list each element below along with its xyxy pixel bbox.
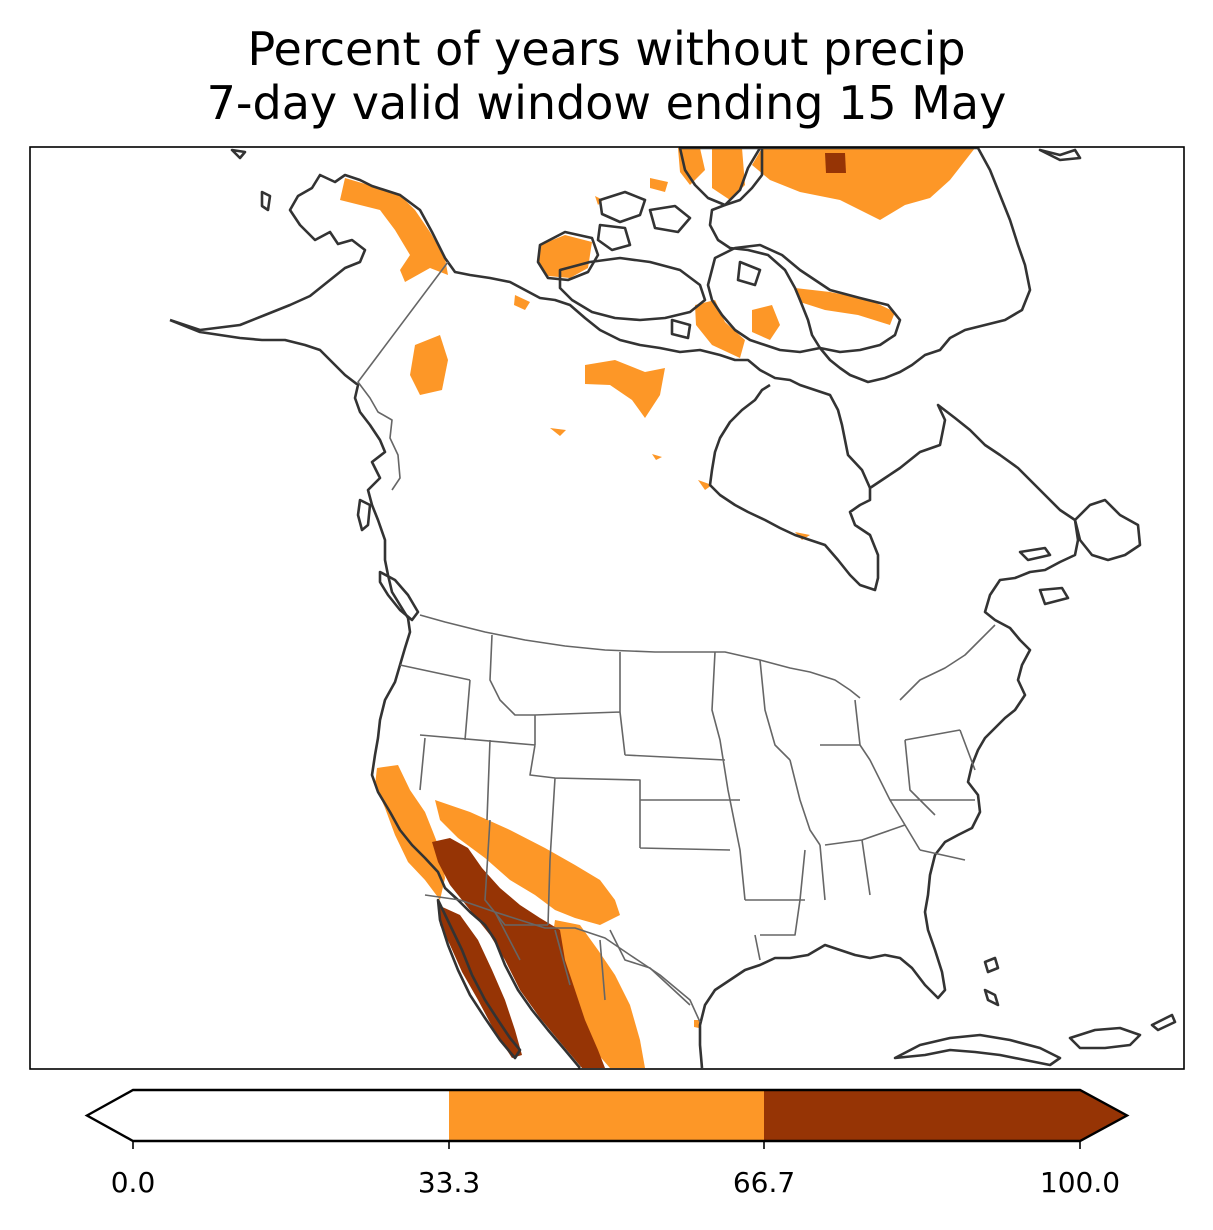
colorbar-tick-label-2: 66.7 bbox=[732, 1166, 796, 1199]
cuba-coastline bbox=[893, 1033, 1062, 1067]
colorbar-tick-label-3: 100.0 bbox=[1039, 1166, 1121, 1199]
us-mexico-border bbox=[424, 894, 701, 1023]
baffin-north-shade bbox=[795, 288, 895, 325]
newfoundland-coastline bbox=[1073, 498, 1142, 562]
coastlines bbox=[169, 147, 1177, 1069]
baffin-east-shade bbox=[752, 305, 780, 340]
small-island-shade-5 bbox=[698, 480, 712, 490]
banks-island-coastline bbox=[536, 230, 600, 282]
greenland-north-shade bbox=[752, 148, 975, 220]
ellesmere-shade-2 bbox=[712, 148, 745, 200]
alaska-islands-coastline bbox=[230, 148, 1082, 212]
arctic-islands-coastline bbox=[596, 190, 762, 340]
ellesmere-island-coastline bbox=[678, 147, 762, 207]
colorbar-extend-high bbox=[1080, 1090, 1127, 1141]
colorbar-bin-2 bbox=[764, 1090, 1080, 1141]
hispaniola-coastline bbox=[1068, 1013, 1177, 1050]
us-interior-state-lines bbox=[399, 634, 976, 1006]
title-line-1: Percent of years without precip bbox=[247, 22, 966, 76]
vancouver-island-coastline bbox=[378, 570, 420, 622]
baffin-west-shade bbox=[695, 300, 745, 358]
alaska-canada-border bbox=[357, 261, 449, 491]
baja-peninsula-outline bbox=[436, 898, 522, 1060]
baffin-island-coastline bbox=[706, 243, 902, 354]
banks-island-shade bbox=[538, 235, 592, 278]
map-frame bbox=[29, 146, 1185, 1070]
colorbar bbox=[84, 1088, 1130, 1149]
shading-33-67 bbox=[340, 148, 975, 1068]
nunavut-patch-shade bbox=[585, 360, 665, 418]
title-line-2: 7-day valid window ending 15 May bbox=[206, 76, 1007, 130]
small-island-shade-7 bbox=[652, 454, 662, 460]
mexico-state-lines bbox=[494, 911, 606, 1001]
yukon-patch-shade bbox=[410, 335, 448, 395]
mexico-sierra-shade bbox=[550, 920, 645, 1068]
greenland-dark-patch bbox=[825, 153, 846, 173]
greenland-coastline bbox=[708, 147, 1032, 384]
colorbar-tick-label-0: 0.0 bbox=[110, 1166, 156, 1199]
ellesmere-shade-1 bbox=[678, 148, 705, 185]
sonoran-desert-shade bbox=[432, 838, 605, 1068]
colorbar-bin-0 bbox=[133, 1090, 449, 1141]
map-layers bbox=[169, 147, 1177, 1069]
california-shade bbox=[375, 765, 445, 900]
small-island-shade-1 bbox=[650, 178, 668, 192]
colorbar-bin-1 bbox=[449, 1090, 764, 1141]
victoria-island-coastline bbox=[558, 256, 707, 322]
shading-67-100 bbox=[432, 153, 846, 1068]
anticosti-coastline bbox=[1018, 546, 1070, 606]
small-island-shade-4 bbox=[550, 428, 566, 436]
state-borders bbox=[357, 261, 996, 1023]
haida-gwaii-coastline bbox=[356, 498, 372, 532]
colorbar-tick-label-1: 33.3 bbox=[417, 1166, 481, 1199]
bahamas-coastline bbox=[983, 956, 1000, 1007]
small-island-shade-6 bbox=[795, 532, 810, 540]
southwest-us-shade bbox=[435, 800, 620, 925]
north-america-coastline bbox=[169, 173, 1080, 1069]
us-canada-border bbox=[419, 614, 996, 701]
map-title: Percent of years without precip 7-day va… bbox=[0, 22, 1213, 130]
small-island-shade-3 bbox=[514, 295, 530, 310]
colorbar-extend-low bbox=[87, 1090, 133, 1141]
texas-dot-shade bbox=[694, 1020, 700, 1028]
alaska-north-slope-shade bbox=[340, 178, 448, 282]
